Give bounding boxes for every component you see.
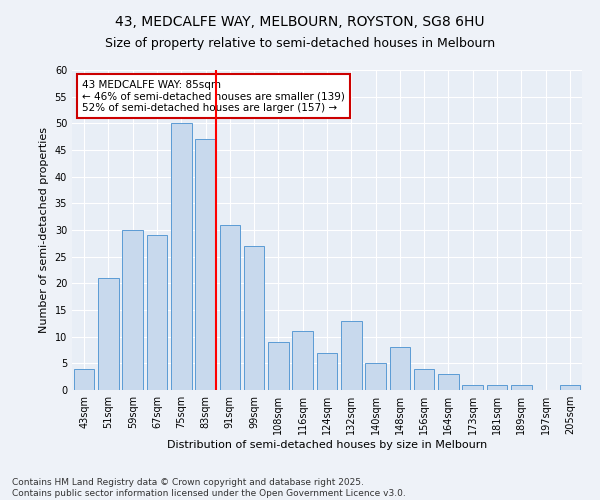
Text: Size of property relative to semi-detached houses in Melbourn: Size of property relative to semi-detach… bbox=[105, 38, 495, 51]
Bar bbox=[414, 368, 434, 390]
Bar bbox=[511, 384, 532, 390]
Bar bbox=[560, 384, 580, 390]
Bar bbox=[365, 364, 386, 390]
Bar bbox=[171, 124, 191, 390]
Bar bbox=[341, 320, 362, 390]
Bar bbox=[74, 368, 94, 390]
Bar bbox=[292, 332, 313, 390]
Bar bbox=[146, 236, 167, 390]
Bar bbox=[220, 224, 240, 390]
Bar bbox=[438, 374, 459, 390]
Text: Contains HM Land Registry data © Crown copyright and database right 2025.
Contai: Contains HM Land Registry data © Crown c… bbox=[12, 478, 406, 498]
Bar bbox=[389, 348, 410, 390]
Bar bbox=[98, 278, 119, 390]
Y-axis label: Number of semi-detached properties: Number of semi-detached properties bbox=[39, 127, 49, 333]
Text: 43 MEDCALFE WAY: 85sqm
← 46% of semi-detached houses are smaller (139)
52% of se: 43 MEDCALFE WAY: 85sqm ← 46% of semi-det… bbox=[82, 80, 345, 113]
Bar bbox=[487, 384, 508, 390]
Bar bbox=[317, 352, 337, 390]
Bar bbox=[463, 384, 483, 390]
Bar bbox=[195, 140, 216, 390]
Bar bbox=[268, 342, 289, 390]
Text: 43, MEDCALFE WAY, MELBOURN, ROYSTON, SG8 6HU: 43, MEDCALFE WAY, MELBOURN, ROYSTON, SG8… bbox=[115, 15, 485, 29]
X-axis label: Distribution of semi-detached houses by size in Melbourn: Distribution of semi-detached houses by … bbox=[167, 440, 487, 450]
Bar bbox=[244, 246, 265, 390]
Bar bbox=[122, 230, 143, 390]
